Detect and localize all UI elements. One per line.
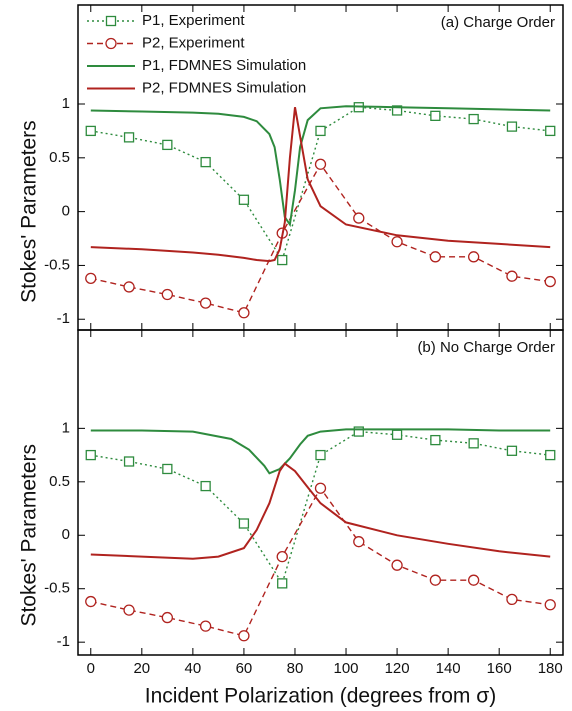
data-marker (391, 105, 403, 116)
data-marker (123, 456, 135, 467)
data-marker (314, 482, 327, 494)
data-marker (161, 288, 173, 301)
data-marker (238, 194, 250, 205)
series-line (90, 462, 551, 560)
y-tick-label: -1 (57, 633, 70, 650)
data-marker (277, 254, 288, 266)
x-tick-label: 80 (287, 660, 304, 677)
data-marker (506, 270, 518, 282)
data-marker (506, 121, 518, 132)
y-axis-label: Stokes' Parameters (18, 120, 41, 303)
data-marker (162, 463, 173, 475)
y-axis-label: Stokes' Parameters (18, 444, 41, 627)
y-tick-label: -1 (57, 310, 70, 327)
data-marker (468, 438, 479, 449)
data-marker (391, 429, 403, 440)
data-marker (123, 604, 135, 616)
data-marker (200, 156, 211, 168)
y-tick-label: -0.5 (44, 256, 70, 273)
data-marker (391, 559, 403, 571)
x-tick-label: 60 (236, 660, 253, 677)
x-tick-label: 100 (334, 660, 359, 677)
data-marker (468, 251, 480, 263)
legend-label: P2, Experiment (142, 34, 245, 51)
data-marker (430, 434, 441, 446)
plot-frame (77, 329, 564, 656)
legend-marker (105, 37, 117, 50)
y-tick-label: 0 (62, 526, 70, 543)
y-tick-label: 0 (62, 203, 70, 220)
data-marker (391, 236, 403, 248)
data-marker (468, 113, 479, 125)
data-marker (429, 251, 442, 263)
data-marker (238, 518, 250, 529)
x-tick-label: 160 (487, 660, 512, 677)
x-axis-label: Incident Polarization (degrees from σ) (145, 685, 496, 708)
x-tick-label: 140 (436, 660, 461, 677)
legend-label: P1, Experiment (142, 12, 245, 29)
data-marker (199, 620, 212, 632)
data-marker (315, 449, 326, 461)
x-tick-label: 40 (185, 660, 202, 677)
data-marker (429, 574, 442, 586)
data-marker (545, 449, 556, 461)
data-marker (506, 445, 518, 456)
data-marker (353, 426, 364, 437)
data-marker (162, 139, 173, 151)
data-marker (199, 297, 212, 309)
series-line (90, 105, 551, 228)
annotation: (a) Charge Order (441, 14, 555, 31)
data-marker (544, 599, 556, 611)
y-tick-label: 1 (62, 419, 70, 436)
data-marker (353, 536, 365, 548)
legend-label: P1, FDMNES Simulation (142, 57, 306, 74)
x-tick-label: 20 (133, 660, 150, 677)
series-line (90, 162, 551, 314)
data-marker (468, 574, 480, 586)
data-marker (123, 132, 135, 143)
data-marker (544, 275, 556, 288)
data-marker (85, 272, 97, 284)
data-marker (314, 158, 327, 170)
legend-label: P2, FDMNES Simulation (142, 79, 306, 96)
y-tick-label: 0.5 (49, 149, 70, 166)
annotation: (b) No Charge Order (417, 339, 555, 356)
data-marker (85, 449, 96, 461)
data-marker (85, 595, 97, 608)
data-marker (238, 630, 250, 642)
data-marker (315, 125, 326, 137)
series-line (90, 486, 551, 637)
data-marker (123, 281, 135, 293)
data-marker (277, 578, 288, 589)
data-marker (238, 307, 250, 319)
data-marker (276, 550, 288, 563)
series-line (90, 107, 551, 263)
x-tick-label: 120 (385, 660, 410, 677)
data-marker (200, 480, 211, 492)
data-marker (430, 110, 441, 121)
x-tick-label: 0 (87, 660, 95, 677)
data-marker (353, 212, 365, 224)
legend-marker (105, 15, 117, 27)
x-tick-label: 180 (538, 660, 563, 677)
y-tick-label: 0.5 (49, 473, 70, 490)
y-tick-label: 1 (62, 95, 70, 112)
data-marker (506, 593, 518, 606)
y-tick-label: -0.5 (44, 580, 70, 597)
data-marker (85, 125, 96, 137)
data-marker (161, 611, 173, 624)
data-marker (545, 125, 556, 137)
series-line (90, 428, 551, 475)
